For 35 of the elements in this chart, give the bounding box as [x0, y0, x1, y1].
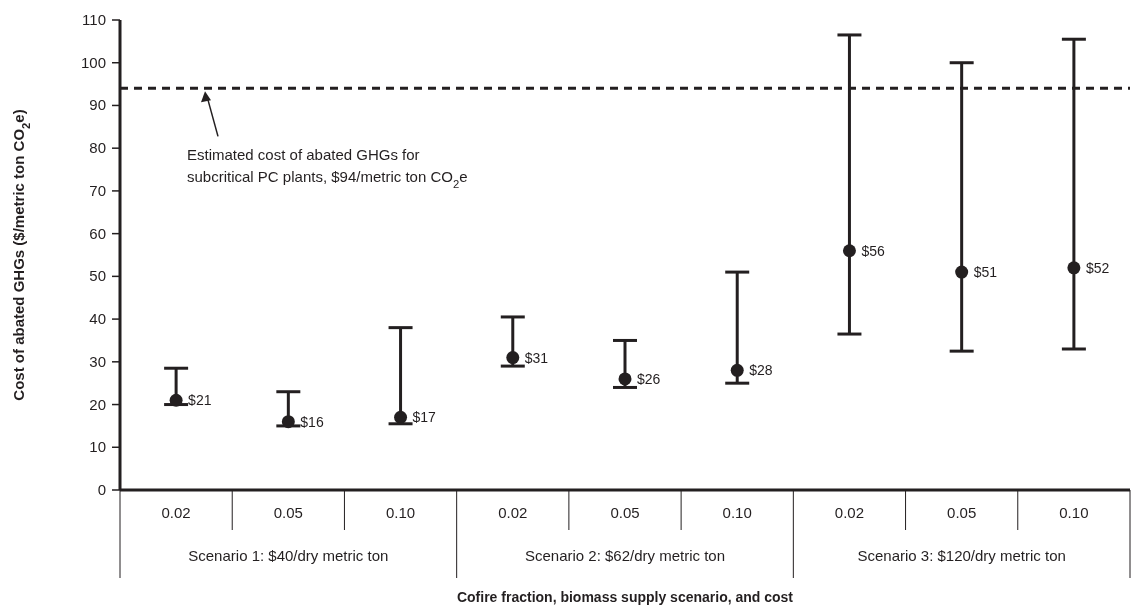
y-tick-label: 70: [89, 181, 106, 199]
data-label: $28: [749, 362, 773, 379]
data-label: $31: [524, 349, 549, 366]
text: Scenario 2: $62/dry metric ton: [524, 547, 726, 564]
data-label: $17: [412, 409, 437, 426]
annotation: Estimated cost of abated GHGs for subcritical PC plants, $94/metric ton CO$_{2}$e: [187, 146, 468, 191]
data-label: $26: [637, 370, 661, 387]
text: Scenario 1: $40/dry metric ton: [188, 547, 389, 564]
x-tick-label: 0.10: [722, 504, 752, 521]
x-tick-label: 0.02: [834, 504, 865, 521]
y-tick-label: 50: [89, 267, 106, 285]
y-tick-label: 20: [89, 395, 106, 413]
data-label: $51: [973, 264, 998, 281]
y-tick-label: 90: [89, 96, 106, 114]
y-tick-label: 10: [89, 438, 106, 456]
text: Scenario 3: $120/dry metric ton: [857, 547, 1066, 564]
y-tick-label: 110: [82, 11, 106, 28]
x-tick-label: 0.05: [610, 504, 640, 521]
x-tick-label: 0.10: [385, 504, 416, 521]
y-tick-label: 30: [89, 352, 106, 370]
data-label: $56: [861, 242, 886, 259]
x-tick-label: 0.10: [1059, 504, 1089, 521]
data-label: $52: [1085, 259, 1110, 276]
data-label: $21: [188, 392, 212, 409]
y-tick-label: 0: [97, 481, 106, 498]
y-tick-label: 60: [89, 224, 106, 242]
x-axis-title: Cofire fraction, biomass supply scenario, and cost: [456, 589, 794, 605]
x-tick-label: 0.05: [947, 504, 977, 521]
x-tick-label: 0.02: [498, 504, 528, 521]
data-label: $16: [300, 413, 324, 430]
x-tick-label: 0.02: [161, 504, 191, 521]
y-tick-label: 40: [89, 310, 106, 328]
x-tick-label: 0.05: [273, 504, 303, 521]
y-tick-label: 100: [80, 53, 106, 71]
y-tick-label: 80: [89, 139, 106, 157]
